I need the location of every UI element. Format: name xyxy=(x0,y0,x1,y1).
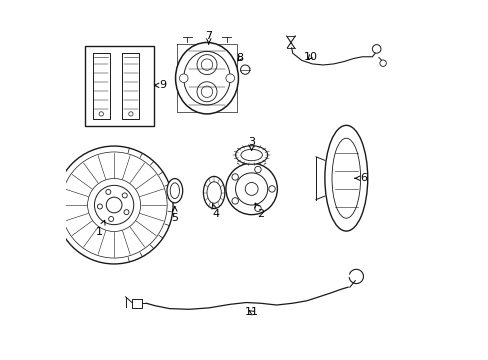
Circle shape xyxy=(197,82,217,102)
Text: 6: 6 xyxy=(354,173,367,183)
Ellipse shape xyxy=(244,183,258,195)
Ellipse shape xyxy=(170,183,179,199)
Circle shape xyxy=(372,45,380,53)
Circle shape xyxy=(97,204,102,209)
Circle shape xyxy=(108,216,113,221)
Text: 1: 1 xyxy=(96,220,105,237)
Text: 9: 9 xyxy=(154,80,165,90)
Text: 4: 4 xyxy=(212,203,219,219)
Text: 8: 8 xyxy=(236,53,244,63)
Text: 5: 5 xyxy=(171,207,178,222)
Bar xyxy=(84,46,154,126)
Ellipse shape xyxy=(203,176,224,208)
Circle shape xyxy=(124,210,129,215)
Ellipse shape xyxy=(175,42,238,114)
Circle shape xyxy=(379,60,386,66)
Ellipse shape xyxy=(324,125,367,231)
Text: 2: 2 xyxy=(255,203,264,219)
Ellipse shape xyxy=(206,182,221,203)
Circle shape xyxy=(197,55,217,75)
Ellipse shape xyxy=(225,163,277,215)
Circle shape xyxy=(106,197,122,213)
Text: 10: 10 xyxy=(303,52,317,62)
Ellipse shape xyxy=(235,146,267,164)
Text: 11: 11 xyxy=(244,307,258,317)
Circle shape xyxy=(225,74,234,82)
Bar xyxy=(132,299,142,307)
Ellipse shape xyxy=(94,185,134,225)
Circle shape xyxy=(254,205,261,212)
Ellipse shape xyxy=(166,179,183,203)
Circle shape xyxy=(268,186,275,192)
Circle shape xyxy=(231,198,238,204)
Circle shape xyxy=(231,174,238,180)
Ellipse shape xyxy=(55,146,173,264)
Ellipse shape xyxy=(235,173,267,205)
Circle shape xyxy=(179,74,188,82)
Text: 3: 3 xyxy=(247,138,255,150)
Circle shape xyxy=(105,189,111,194)
Text: 7: 7 xyxy=(205,31,212,44)
Circle shape xyxy=(240,65,249,74)
Circle shape xyxy=(122,193,127,198)
Circle shape xyxy=(254,166,261,173)
